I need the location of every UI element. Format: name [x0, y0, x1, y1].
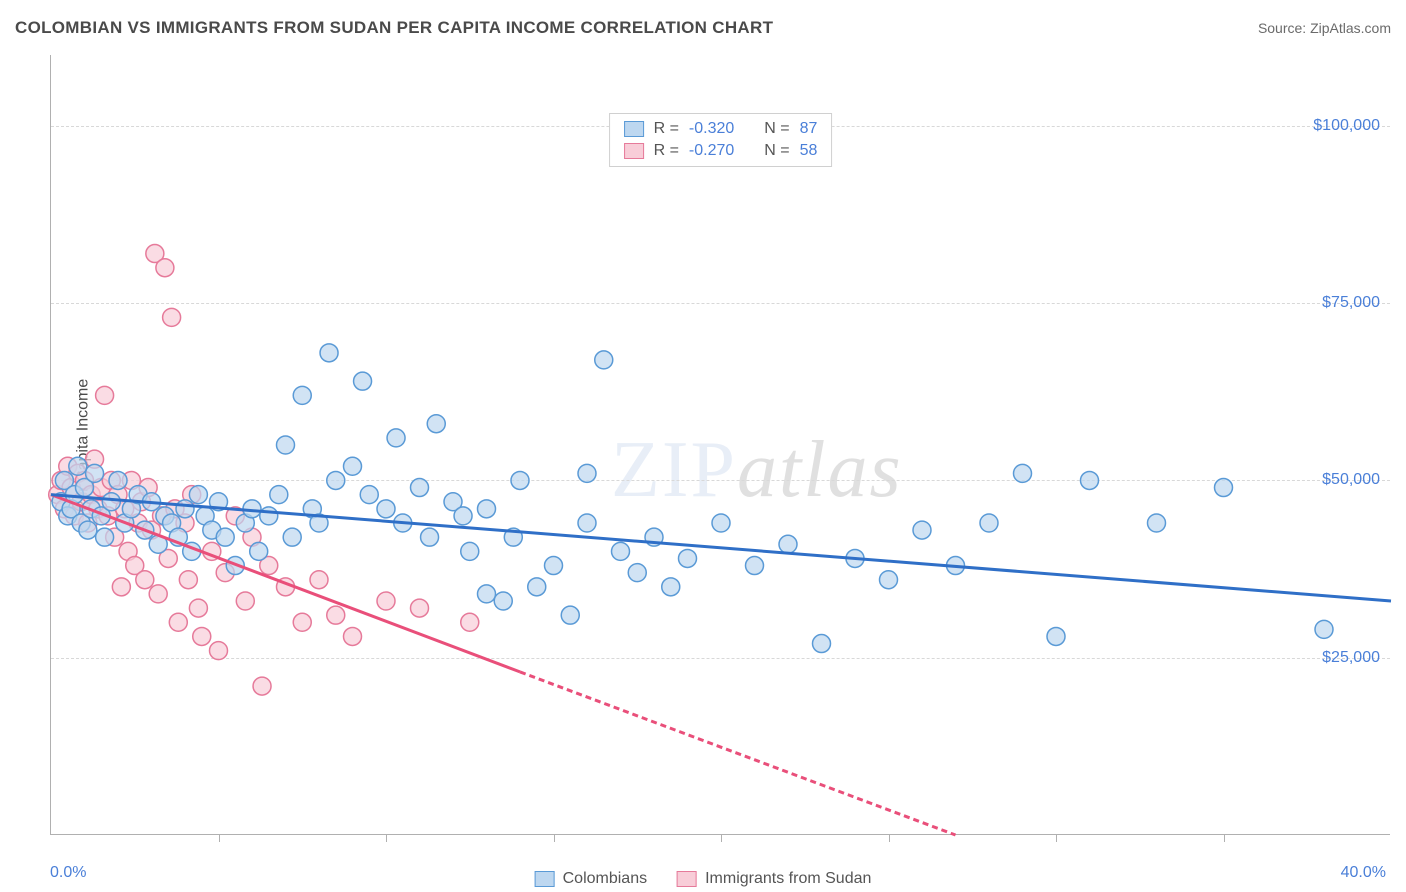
data-point [377, 592, 395, 610]
data-point [327, 471, 345, 489]
x-tick [386, 834, 387, 842]
data-point [277, 436, 295, 454]
scatter-plot [51, 55, 1390, 834]
x-axis-min-label: 0.0% [50, 864, 86, 882]
data-point [250, 542, 268, 560]
data-point [156, 259, 174, 277]
data-point [411, 479, 429, 497]
data-point [612, 542, 630, 560]
data-point [96, 386, 114, 404]
data-point [427, 415, 445, 433]
data-point [1315, 620, 1333, 638]
data-point [1148, 514, 1166, 532]
data-point [494, 592, 512, 610]
data-point [712, 514, 730, 532]
data-point [1081, 471, 1099, 489]
data-point [96, 528, 114, 546]
data-point [360, 486, 378, 504]
data-point [913, 521, 931, 539]
swatch-series2 [677, 871, 697, 887]
stats-row-series2: R = -0.270 N = 58 [610, 140, 832, 162]
data-point [270, 486, 288, 504]
data-point [628, 564, 646, 582]
data-point [1014, 464, 1032, 482]
data-point [354, 372, 372, 390]
data-point [1215, 479, 1233, 497]
legend: Colombians Immigrants from Sudan [535, 870, 872, 888]
data-point [411, 599, 429, 617]
swatch-series2 [624, 143, 644, 159]
data-point [149, 585, 167, 603]
data-point [561, 606, 579, 624]
data-point [69, 457, 87, 475]
x-tick [554, 834, 555, 842]
chart-title: COLOMBIAN VS IMMIGRANTS FROM SUDAN PER C… [15, 18, 773, 38]
data-point [387, 429, 405, 447]
data-point [454, 507, 472, 525]
data-point [179, 571, 197, 589]
data-point [344, 457, 362, 475]
data-point [102, 493, 120, 511]
source-label: Source: ZipAtlas.com [1258, 20, 1391, 36]
data-point [327, 606, 345, 624]
data-point [421, 528, 439, 546]
x-tick [889, 834, 890, 842]
data-point [1047, 627, 1065, 645]
data-point [880, 571, 898, 589]
swatch-series1 [624, 121, 644, 137]
data-point [679, 549, 697, 567]
x-tick [1224, 834, 1225, 842]
x-axis-max-label: 40.0% [1341, 864, 1386, 882]
data-point [236, 592, 254, 610]
data-point [176, 500, 194, 518]
x-tick [721, 834, 722, 842]
data-point [578, 514, 596, 532]
data-point [320, 344, 338, 362]
data-point [112, 578, 130, 596]
data-point [578, 464, 596, 482]
data-point [511, 471, 529, 489]
swatch-series1 [535, 871, 555, 887]
stats-row-series1: R = -0.320 N = 87 [610, 118, 832, 140]
data-point [746, 557, 764, 575]
data-point [310, 571, 328, 589]
data-point [478, 585, 496, 603]
data-point [260, 507, 278, 525]
stats-box: R = -0.320 N = 87 R = -0.270 N = 58 [609, 113, 833, 167]
data-point [293, 613, 311, 631]
data-point [461, 542, 479, 560]
data-point [210, 642, 228, 660]
data-point [163, 308, 181, 326]
data-point [189, 486, 207, 504]
data-point [189, 599, 207, 617]
data-point [980, 514, 998, 532]
data-point [86, 464, 104, 482]
x-tick [219, 834, 220, 842]
x-tick [1056, 834, 1057, 842]
legend-item-series1: Colombians [535, 870, 647, 888]
data-point [253, 677, 271, 695]
chart-area: Per Capita Income ZIPatlas $25,000$50,00… [50, 55, 1390, 835]
data-point [344, 627, 362, 645]
data-point [779, 535, 797, 553]
data-point [109, 471, 127, 489]
data-point [283, 528, 301, 546]
data-point [662, 578, 680, 596]
data-point [595, 351, 613, 369]
data-point [193, 627, 211, 645]
trend-line [520, 672, 956, 835]
data-point [461, 613, 479, 631]
data-point [169, 613, 187, 631]
data-point [293, 386, 311, 404]
data-point [136, 571, 154, 589]
legend-item-series2: Immigrants from Sudan [677, 870, 871, 888]
data-point [545, 557, 563, 575]
data-point [79, 521, 97, 539]
data-point [377, 500, 395, 518]
data-point [216, 528, 234, 546]
data-point [813, 635, 831, 653]
data-point [528, 578, 546, 596]
data-point [478, 500, 496, 518]
